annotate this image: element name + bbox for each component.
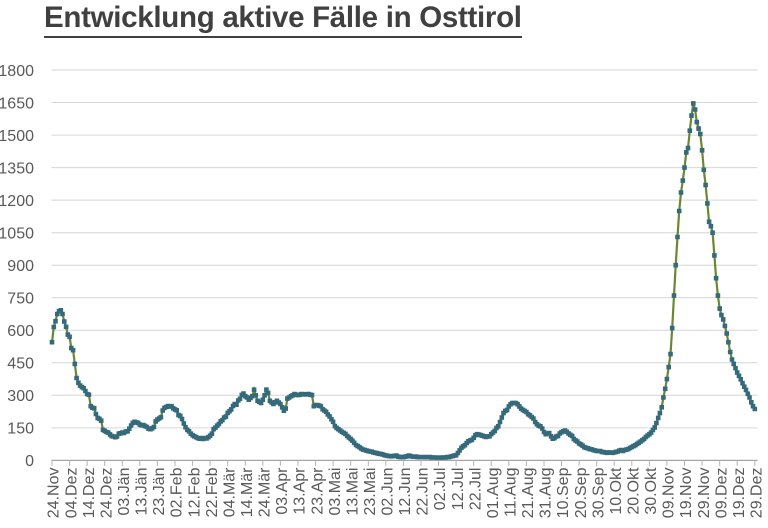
svg-text:750: 750 [7, 290, 34, 307]
svg-text:02.Jul: 02.Jul [432, 468, 449, 511]
svg-text:900: 900 [7, 258, 34, 275]
svg-text:13.Mai: 13.Mai [344, 468, 361, 516]
svg-text:19.Dez: 19.Dez [731, 468, 748, 519]
svg-text:24.Mär: 24.Mär [257, 467, 274, 517]
svg-text:04.Mär: 04.Mär [221, 467, 238, 517]
svg-text:29.Nov: 29.Nov [696, 468, 713, 519]
svg-text:11.Aug: 11.Aug [503, 468, 520, 518]
svg-text:03.Mai: 03.Mai [327, 468, 344, 516]
svg-text:1200: 1200 [0, 193, 34, 210]
svg-text:1050: 1050 [0, 225, 34, 242]
svg-text:14.Mär: 14.Mär [239, 467, 256, 517]
svg-text:300: 300 [7, 388, 34, 405]
svg-text:12.Feb: 12.Feb [186, 467, 203, 517]
svg-text:01.Aug: 01.Aug [485, 468, 502, 519]
svg-text:150: 150 [7, 421, 34, 438]
svg-text:24.Dez: 24.Dez [98, 468, 115, 519]
svg-text:22.Feb: 22.Feb [204, 467, 221, 517]
svg-text:10.Okt: 10.Okt [608, 467, 625, 515]
svg-text:23.Mai: 23.Mai [362, 468, 379, 516]
svg-text:19.Nov: 19.Nov [678, 468, 695, 519]
svg-text:20.Okt: 20.Okt [626, 467, 643, 515]
svg-text:03.Apr: 03.Apr [274, 467, 291, 515]
svg-text:02.Feb: 02.Feb [169, 467, 186, 517]
svg-text:24.Nov: 24.Nov [46, 468, 63, 519]
svg-text:03.Jän: 03.Jän [116, 468, 133, 516]
svg-text:09.Dez: 09.Dez [713, 468, 730, 519]
svg-text:29.Dez: 29.Dez [749, 468, 766, 519]
svg-text:21.Aug: 21.Aug [520, 468, 537, 519]
svg-text:09.Nov: 09.Nov [661, 468, 678, 519]
svg-text:0: 0 [25, 453, 34, 470]
svg-text:23.Apr: 23.Apr [309, 467, 326, 515]
svg-text:450: 450 [7, 356, 34, 373]
svg-text:1500: 1500 [0, 128, 34, 145]
svg-text:30.Sep: 30.Sep [590, 467, 607, 518]
svg-text:23.Jän: 23.Jän [151, 468, 168, 516]
svg-text:02.Jun: 02.Jun [380, 468, 397, 516]
svg-text:20.Sep: 20.Sep [573, 467, 590, 518]
svg-text:12.Jul: 12.Jul [450, 468, 467, 511]
svg-text:22.Jun: 22.Jun [415, 468, 432, 516]
svg-text:10.Sep: 10.Sep [555, 467, 572, 518]
svg-text:22.Jul: 22.Jul [467, 468, 484, 511]
svg-text:1800: 1800 [0, 63, 34, 80]
svg-text:14.Dez: 14.Dez [81, 468, 98, 519]
svg-text:31.Aug: 31.Aug [538, 468, 555, 519]
svg-text:30.Okt: 30.Okt [643, 467, 660, 515]
svg-text:1350: 1350 [0, 160, 34, 177]
svg-text:13.Apr: 13.Apr [292, 467, 309, 515]
svg-text:04.Dez: 04.Dez [63, 468, 80, 519]
svg-text:13.Jän: 13.Jän [134, 468, 151, 516]
svg-text:1650: 1650 [0, 95, 34, 112]
svg-text:12.Jun: 12.Jun [397, 468, 414, 516]
svg-text:600: 600 [7, 323, 34, 340]
